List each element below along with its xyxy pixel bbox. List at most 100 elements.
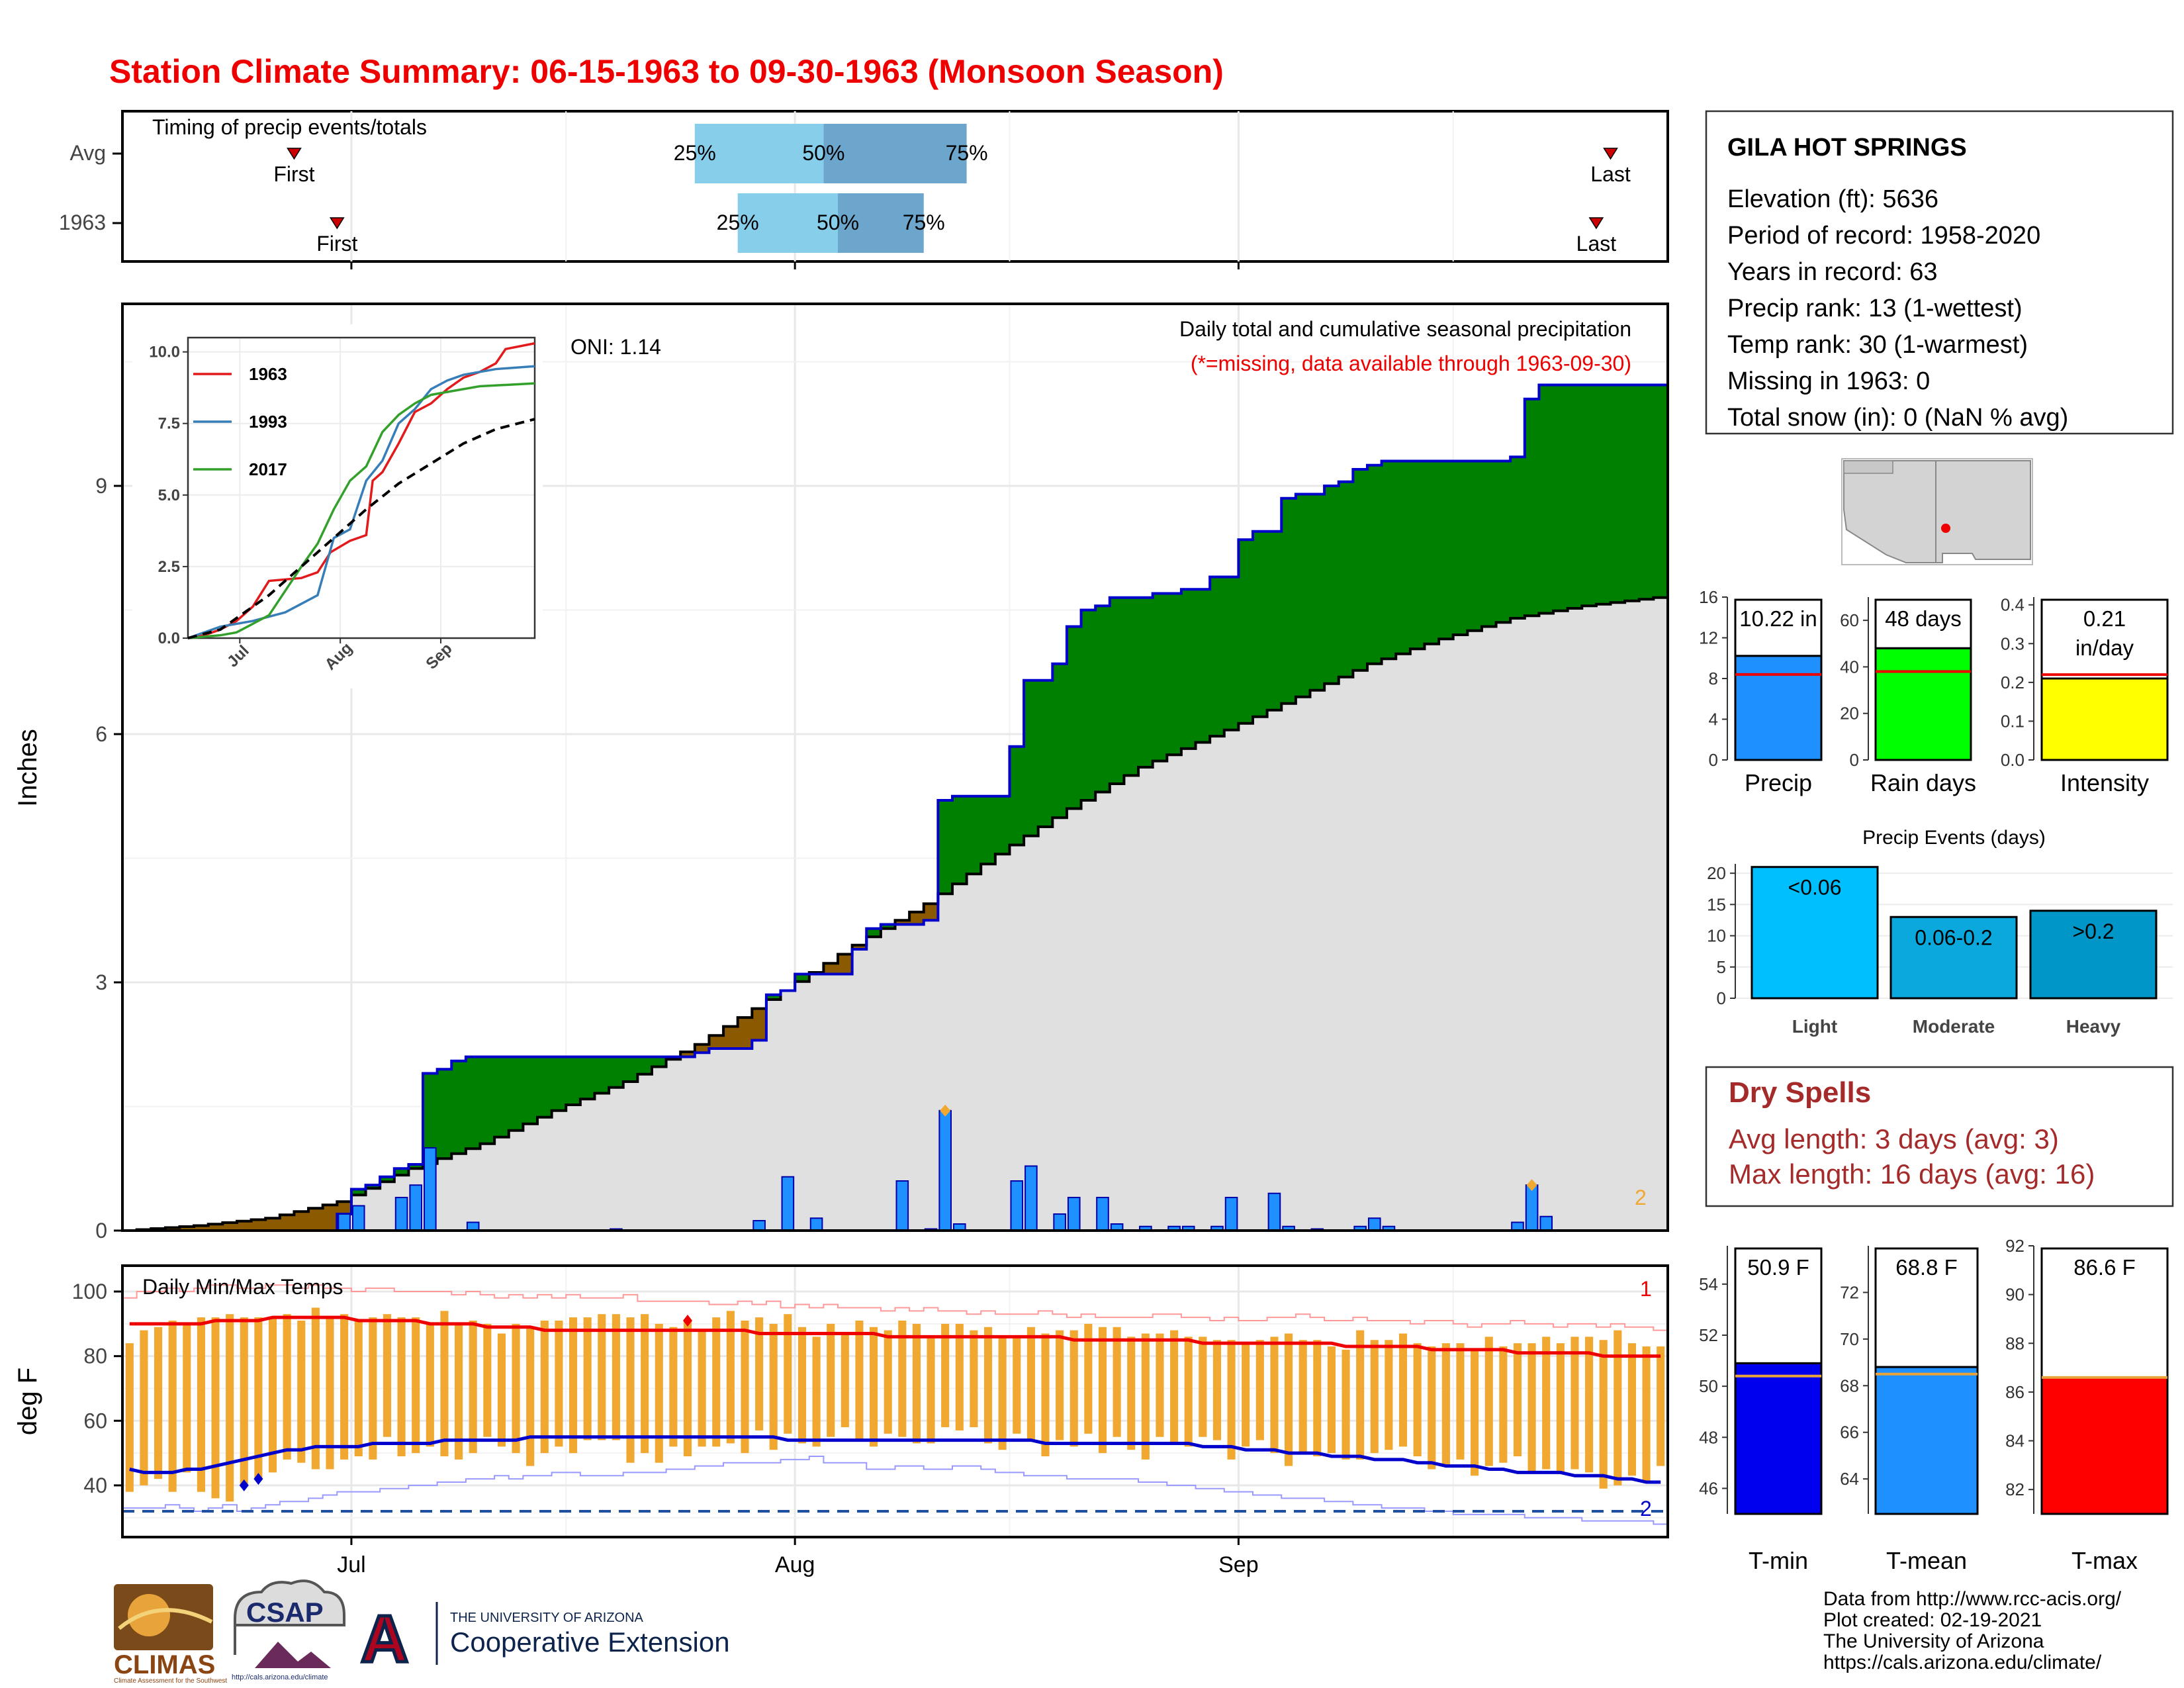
mini-y-tick-label: 16: [1699, 587, 1718, 607]
above-average-area: [351, 385, 1668, 1196]
daily-temp-range-bar: [354, 1320, 363, 1456]
daily-temp-range-bar: [1585, 1336, 1594, 1473]
mini-y-tick-label: 8: [1709, 669, 1718, 688]
daily-precip-bar: [1067, 1197, 1081, 1231]
mini-value-bar: [1874, 1366, 1979, 1515]
mini-y-tick-label: 60: [1840, 610, 1859, 630]
daily-temp-range-bar: [1599, 1340, 1608, 1489]
daily-temp-range-bar: [726, 1311, 735, 1444]
last-event-marker-icon: [1588, 217, 1604, 230]
credit-line: Data from http://www.rcc-acis.org/: [1823, 1588, 2122, 1610]
date-x-axis: Jul Aug Sep: [337, 261, 1259, 1577]
inset-y-tick-label: 7.5: [158, 415, 180, 433]
inset-y-tick-label: 5.0: [158, 487, 180, 504]
oni-label: ONI: 1.14: [570, 335, 661, 359]
locator-map: [1841, 458, 2033, 565]
mini-category-label: T-max: [2071, 1547, 2138, 1574]
y-tick-label: 80: [83, 1344, 107, 1368]
ua-extension: Cooperative Extension: [450, 1626, 730, 1658]
daily-temp-range-bar: [1013, 1336, 1021, 1434]
daily-temp-range-bar: [1428, 1346, 1436, 1470]
events-bar-label: <0.06: [1788, 876, 1842, 900]
mini-category-label: Intensity: [2060, 769, 2149, 796]
daily-temp-range-bar: [626, 1317, 635, 1463]
daily-precip-bar: [1010, 1180, 1024, 1231]
mini-value-label: 10.22 in: [1739, 606, 1817, 631]
daily-temp-range-bar: [297, 1320, 306, 1463]
dry-spells: Dry Spells Avg length: 3 days (avg: 3) M…: [1705, 1066, 2174, 1207]
y-tick-label: 60: [83, 1409, 107, 1432]
daily-temp-range-bar: [254, 1317, 263, 1479]
daily-temp-range-bar: [1113, 1327, 1121, 1437]
daily-temp-range-bar: [1141, 1333, 1150, 1460]
mini-label-box: [2040, 1247, 2169, 1379]
daily-temp-range-bar: [884, 1330, 892, 1434]
daily-precip-bar: [1367, 1217, 1381, 1231]
mini-y-tick-label: 64: [1840, 1469, 1859, 1489]
daily-temp-range-bar: [326, 1317, 334, 1470]
daily-temp-range-bar: [1056, 1330, 1064, 1440]
station-location-marker: [1941, 524, 1950, 533]
events-bar-label: 0.06-0.2: [1915, 925, 1992, 949]
daily-precip-bar: [338, 1213, 351, 1231]
mini-category-label: T-mean: [1886, 1547, 1967, 1574]
daily-temp-range-bar: [1212, 1340, 1222, 1440]
y-tick-label: 9: [95, 474, 107, 498]
daily-temp-range-bar: [283, 1314, 291, 1460]
timing-row-label: Avg: [69, 141, 106, 165]
inset-background: [132, 324, 543, 688]
events-bar: [1751, 866, 1879, 1000]
daily-temp-range-bar: [612, 1314, 620, 1440]
daily-temp-range-bar: [1084, 1323, 1093, 1434]
daily-temp-range-bar: [1298, 1340, 1307, 1454]
y-tick-label: 40: [83, 1474, 107, 1497]
mini-y-tick-label: 52: [1699, 1325, 1718, 1345]
daily-temp-range-bar: [898, 1320, 907, 1437]
daily-temp-range-bar: [955, 1323, 964, 1430]
daily-temp-range-bar: [469, 1320, 477, 1454]
inset-series-line: [187, 382, 535, 639]
daily-temp-range-bar: [583, 1317, 592, 1440]
daily-precip-bar: [1224, 1197, 1238, 1231]
daily-temp-range-bar: [1627, 1343, 1637, 1476]
first-event-label: First: [273, 162, 314, 186]
daily-temp-range-bar: [941, 1323, 950, 1428]
mini-y-tick-label: 48: [1699, 1427, 1718, 1447]
y-tick-label: 0: [95, 1219, 107, 1243]
events-y-tick-label: 15: [1707, 894, 1726, 914]
last-event-marker-icon: [1603, 148, 1618, 160]
timing-rows: Avg 25% 50% 75% First Last 1963 25% 50% 75% First L…: [59, 124, 1631, 256]
mini-value-bar: [1874, 647, 1972, 761]
mini-y-tick-label: 90: [2005, 1285, 2025, 1305]
record-high-count: 1: [1640, 1277, 1652, 1301]
daily-temp-range-bar: [870, 1327, 878, 1447]
mini-label-box: [1734, 1247, 1823, 1364]
avg-min-line: [129, 1435, 1661, 1484]
daily-temp-range-bar: [197, 1317, 205, 1492]
precip-chart-subtitle: (*=missing, data available through 1963-…: [1191, 352, 1631, 375]
record-low-marker-icon: [239, 1479, 249, 1491]
events-bar-label: >0.2: [2072, 919, 2114, 943]
y-tick-label: 6: [95, 722, 107, 746]
mini-value-bar: [2040, 677, 2169, 761]
mini-y-tick-label: 46: [1699, 1478, 1718, 1498]
daily-temp-range-bar: [1642, 1346, 1651, 1483]
daily-temp-range-bar: [555, 1320, 563, 1447]
events-y-tick-label: 10: [1707, 926, 1726, 946]
mini-y-tick-label: 86: [2005, 1382, 2025, 1402]
inset-legend-label: 1993: [249, 412, 287, 432]
temp-frame: [121, 1264, 1669, 1538]
logos: CLIMAS Climate Assessment for the Southw…: [114, 1579, 730, 1685]
daily-temp-bars: [125, 1307, 1665, 1502]
missing-count-label: 2: [1635, 1186, 1647, 1209]
timing-title: Timing of precip events/totals: [152, 115, 427, 139]
daily-precip-bar: [424, 1147, 437, 1231]
daily-temp-range-bar: [1527, 1343, 1536, 1473]
dry-spells-title: Dry Spells: [1729, 1076, 1871, 1109]
daily-temp-range-bar: [669, 1327, 678, 1447]
daily-temp-range-bar: [998, 1336, 1007, 1450]
daily-temp-range-bar: [812, 1336, 821, 1447]
last-event-label: Last: [1590, 162, 1631, 186]
